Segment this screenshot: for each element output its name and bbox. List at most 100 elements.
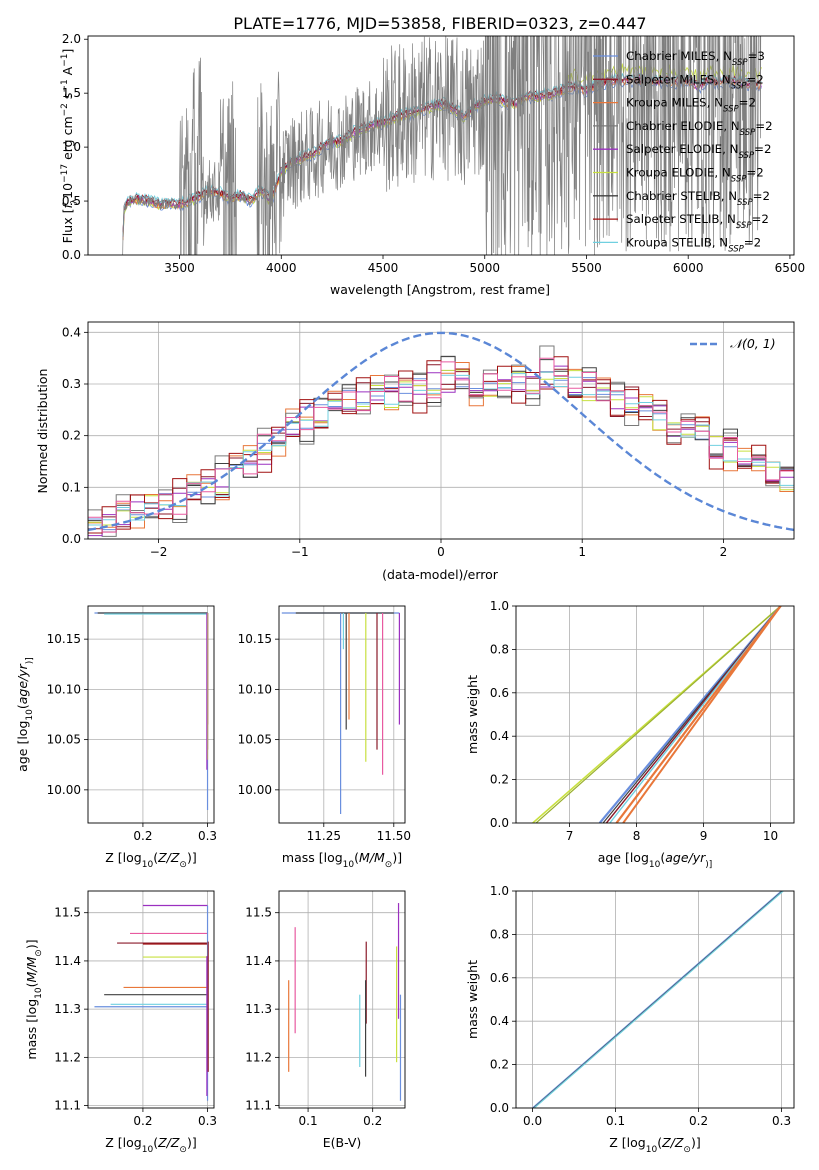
cumulative-weight-line	[533, 891, 784, 1108]
axes-frame	[278, 890, 406, 1109]
y-tick-label: 10.10	[238, 682, 272, 696]
y-tick-label: 0.2	[490, 773, 509, 787]
x-tick-label: 0.2	[133, 829, 152, 843]
legend-entry: Kroupa ELODIE, NSSP=2	[626, 166, 764, 185]
y-axis-label: mass weight	[465, 960, 480, 1039]
y-tick-label: 10.15	[238, 632, 272, 646]
y-tick-label: 0.4	[490, 729, 509, 743]
legend-entry: Salpeter STELIB, NSSP=2	[626, 212, 769, 231]
x-tick-label: 3500	[164, 261, 195, 275]
x-axis-label: mass [log10(M/M⊙)]	[282, 850, 402, 870]
legend: Chabrier MILES, NSSP=3 Salpeter MILES, NS…	[593, 49, 773, 254]
x-tick-label: 0.2	[133, 1114, 152, 1128]
y-tick-label: 10.05	[238, 733, 272, 747]
cumulative-weight-line	[535, 606, 782, 823]
spectrum-plot-area	[122, 36, 762, 255]
x-tick-label: 5500	[571, 261, 602, 275]
weight_vs_age-panel: 7 8 9 10 0.0 0.2 0.4 0.6 0.8 1.0 age [log10(age/yr…	[465, 599, 795, 870]
y-tick-label: 0.8	[490, 927, 509, 941]
y-axis-label: mass [log10(M/M⊙)]	[24, 939, 44, 1059]
y-tick-label: 0.0	[62, 248, 81, 262]
legend-entry: Salpeter MILES, NSSP=2	[626, 72, 764, 91]
y-tick-label: 0.0	[62, 532, 81, 546]
mass_vs_Z-panel: 0.2 0.3 11.1 11.2 11.3 11.4 11.5 Z [log10(Z/Z⊙)…	[24, 890, 217, 1155]
y-tick-label: 2.0	[62, 32, 81, 46]
axes-frame	[278, 605, 406, 824]
y-tick-label: 1.0	[62, 140, 81, 154]
x-tick-label: 0.3	[198, 829, 217, 843]
x-tick-label: 5000	[469, 261, 500, 275]
y-tick-label: 0.2	[490, 1058, 509, 1072]
y-tick-label: 1.0	[490, 884, 509, 898]
x-tick-label: 10	[763, 829, 778, 843]
x-tick-label: 4500	[368, 261, 399, 275]
y-tick-label: 10.15	[47, 632, 81, 646]
legend-entry: Chabrier ELODIE, NSSP=2	[626, 119, 773, 138]
x-tick-label: 0.1	[299, 1114, 318, 1128]
legend-entry: 𝒩(0, 1)	[730, 336, 776, 351]
age_vs_mass-plot-area	[279, 606, 405, 823]
x-axis-label: age [log10(age/yr)]	[598, 850, 713, 870]
mass_vs_Z-plot-area	[88, 891, 214, 1108]
cumulative-weight-line	[532, 891, 783, 1108]
y-tick-label: 10.05	[47, 733, 81, 747]
y-tick-label: 11.2	[245, 1050, 272, 1064]
y-tick-label: 0.5	[62, 194, 81, 208]
x-axis-label: Z [log10(Z/Z⊙)]	[609, 1135, 700, 1155]
axes-frame	[87, 321, 795, 540]
y-tick-label: 0.8	[490, 642, 509, 656]
y-tick-label: 1.0	[490, 599, 509, 613]
y-tick-label: 11.4	[54, 954, 81, 968]
y-tick-label: 10.10	[47, 682, 81, 696]
x-tick-label: −2	[150, 545, 168, 559]
y-tick-label: 10.00	[238, 783, 272, 797]
axes-frame	[515, 890, 795, 1109]
axes-frame	[87, 35, 795, 256]
y-tick-label: 11.1	[54, 1099, 81, 1113]
y-tick-label: 1.5	[62, 86, 81, 100]
legend-entry: Kroupa MILES, NSSP=2	[626, 96, 756, 115]
data-spectrum	[122, 36, 762, 255]
x-tick-label: 0.2	[363, 1114, 382, 1128]
y-tick-label: 11.5	[245, 906, 272, 920]
y-tick-label: 0.2	[62, 429, 81, 443]
x-tick-label: −1	[291, 545, 309, 559]
y-tick-label: 11.3	[54, 1002, 81, 1016]
age_vs_Z-plot-area	[88, 606, 214, 823]
residuals-panel: −2 −1 0 1 2 0.0 0.1 0.2 0.3 0.4 (data-model)/error…	[35, 321, 795, 582]
y-tick-label: 11.5	[54, 906, 81, 920]
gaussian-curve	[88, 331, 794, 532]
x-tick-label: 0.3	[198, 1114, 217, 1128]
x-tick-label: 1	[578, 545, 586, 559]
x-tick-label: 6000	[673, 261, 704, 275]
x-axis-label: Z [log10(Z/Z⊙)]	[105, 850, 196, 870]
cumulative-weight-line	[622, 606, 782, 823]
x-tick-label: 0.3	[772, 1114, 791, 1128]
y-tick-label: 11.2	[54, 1050, 81, 1064]
x-axis-label: (data-model)/error	[382, 567, 499, 582]
x-tick-label: 8	[633, 829, 641, 843]
y-axis-label: Normed distribution	[35, 369, 50, 494]
x-tick-label: 2	[720, 545, 728, 559]
weight_vs_Z-panel: 0.0 0.1 0.2 0.3 0.0 0.2 0.4 0.6 0.8 1.0 Z [log10(Z…	[465, 884, 795, 1155]
axes-frame	[87, 605, 215, 824]
x-tick-label: 11.50	[377, 829, 411, 843]
y-axis-label: age [log10(age/yr)]	[15, 657, 35, 772]
weight_vs_age-plot-area	[516, 606, 794, 823]
x-tick-label: 7	[566, 829, 574, 843]
y-tick-label: 0.3	[62, 377, 81, 391]
age_vs_Z-panel: 0.2 0.3 10.00 10.05 10.10 10.15 Z [log10(Z/Z⊙)…	[15, 605, 217, 870]
legend-entry: Kroupa STELIB, NSSP=2	[626, 235, 761, 254]
x-tick-label: 0.2	[689, 1114, 708, 1128]
y-tick-label: 0.6	[490, 971, 509, 985]
x-tick-label: 11.25	[307, 829, 341, 843]
y-tick-label: 11.1	[245, 1099, 272, 1113]
y-tick-label: 11.4	[245, 954, 272, 968]
age_vs_mass-panel: 11.25 11.50 10.00 10.05 10.10 10.15 mass [log1…	[238, 605, 411, 870]
y-tick-label: 0.4	[490, 1014, 509, 1028]
y-tick-label: 0.4	[62, 325, 81, 339]
residuals-plot-area	[88, 322, 794, 539]
mass_vs_EBV-panel: 0.1 0.2 11.1 11.2 11.3 11.4 11.5 E(B-V)	[245, 890, 406, 1150]
x-tick-label: 0	[437, 545, 445, 559]
